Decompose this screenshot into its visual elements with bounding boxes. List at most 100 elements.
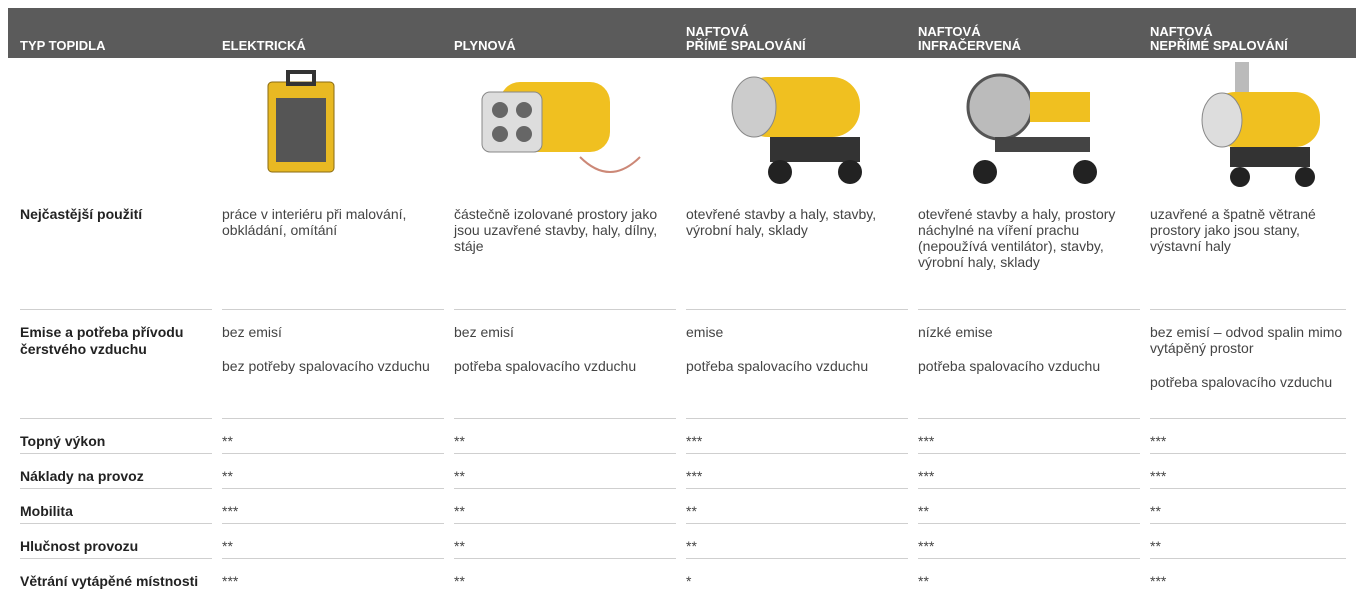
cell-text: bez emisí <box>454 324 514 340</box>
table-cell: bez emisí bez potřeby spalovacího vzduchu <box>222 324 444 392</box>
row-separator <box>454 558 676 559</box>
row-separator <box>20 309 212 310</box>
table-cell: ** <box>454 468 676 502</box>
cell-text: bez emisí <box>222 324 282 340</box>
table-cell: ** <box>918 503 1140 537</box>
row-separator <box>1150 488 1346 489</box>
cell-text: potřeba spalovacího vzduchu <box>454 358 637 374</box>
cell-text: potřeba spalovacího vzduchu <box>918 358 1101 374</box>
row-separator <box>454 488 676 489</box>
row-separator <box>222 488 444 489</box>
table-cell: ** <box>222 433 444 467</box>
table-cell: ** <box>1150 538 1346 572</box>
table-row: Emise a potřeba přívodu čerstvého vzduch… <box>0 313 1356 422</box>
table-cell: *** <box>1150 433 1346 467</box>
table-row: Mobilita *** ** ** ** ** <box>0 492 1356 527</box>
table-cell: ** <box>222 468 444 502</box>
cell-text: práce v interiéru při malování, obkládán… <box>222 206 407 238</box>
cell-text: ** <box>454 538 465 554</box>
table-cell: ** <box>1150 503 1346 537</box>
table-row: Náklady na provoz ** ** *** *** *** <box>0 457 1356 492</box>
table-cell: *** <box>222 573 444 607</box>
row-separator <box>20 558 212 559</box>
row-separator <box>222 453 444 454</box>
cell-text: *** <box>686 433 703 449</box>
row-separator <box>1150 558 1346 559</box>
cell-text: potřeba spalovacího vzduchu <box>686 358 869 374</box>
row-separator <box>454 453 676 454</box>
cell-text: emise <box>686 324 724 340</box>
row-label: Větrání vytápěné místnosti <box>20 573 199 589</box>
table-cell: *** <box>1150 573 1346 607</box>
table-cell: *** <box>918 433 1140 467</box>
table-cell: bez emisí – odvod spalin mimo vytápěný p… <box>1150 324 1346 408</box>
diesel-indirect-heater-image <box>1201 62 1320 187</box>
header-cell: NAFTOVÁ INFRAČERVENÁ <box>918 24 1022 53</box>
row-label: Topný výkon <box>20 433 106 449</box>
cell-text: *** <box>222 503 239 519</box>
cell-text: * <box>686 573 692 589</box>
table-cell: emise potřeba spalovacího vzduchu <box>686 324 908 392</box>
table-cell: * <box>686 573 908 607</box>
cell-text: ** <box>222 538 233 554</box>
row-separator <box>1150 418 1346 419</box>
table-cell: otevřené stavby a haly, stavby, výrobní … <box>686 206 908 256</box>
row-separator <box>1150 523 1346 524</box>
cell-text: potřeba spalovacího vzduchu <box>1150 374 1333 390</box>
row-label: Nejčastější použití <box>20 206 143 222</box>
table-cell: práce v interiéru při malování, obkládán… <box>222 206 444 256</box>
table-row: Topný výkon ** ** *** *** *** <box>0 422 1356 457</box>
row-separator <box>222 523 444 524</box>
gas-heater-image <box>481 82 641 173</box>
table-cell: ** <box>454 538 676 572</box>
row-separator <box>222 418 444 419</box>
row-label: Mobilita <box>20 503 73 519</box>
row-separator <box>918 488 1140 489</box>
cell-text: *** <box>918 468 935 484</box>
row-separator <box>686 488 908 489</box>
row-separator <box>686 453 908 454</box>
table-row: Větrání vytápěné místnosti *** ** * ** *** <box>0 562 1356 608</box>
cell-text: *** <box>1150 468 1167 484</box>
cell-text: ** <box>454 468 465 484</box>
table-cell: *** <box>1150 468 1346 502</box>
cell-text: ** <box>1150 503 1161 519</box>
header-cell: ELEKTRICKÁ <box>222 38 306 53</box>
cell-text: ** <box>454 433 465 449</box>
cell-text: ** <box>222 468 233 484</box>
table-cell: *** <box>918 538 1140 572</box>
cell-text: ** <box>1150 538 1161 554</box>
table-cell: nízké emise potřeba spalovacího vzduchu <box>918 324 1140 392</box>
row-separator <box>918 418 1140 419</box>
row-label: Emise a potřeba přívodu čerstvého vzduch… <box>20 324 184 357</box>
table-cell: ** <box>686 538 908 572</box>
cell-text: bez potřeby spalovacího vzduchu <box>222 358 430 374</box>
row-separator <box>686 558 908 559</box>
cell-text: *** <box>686 468 703 484</box>
cell-text: bez emisí – odvod spalin mimo vytápěný p… <box>1150 324 1343 356</box>
cell-text: *** <box>918 538 935 554</box>
table-cell: uzavřené a špatně větrané prostory jako … <box>1150 206 1346 272</box>
electric-heater-image <box>267 70 335 173</box>
cell-text: ** <box>686 503 697 519</box>
row-label: Náklady na provoz <box>20 468 144 484</box>
table-cell: ** <box>454 433 676 467</box>
diesel-infrared-heater-image <box>966 73 1097 184</box>
row-label: Hlučnost provozu <box>20 538 139 554</box>
table-cell: ** <box>686 503 908 537</box>
cell-text: *** <box>1150 573 1167 589</box>
diesel-direct-heater-image <box>731 76 862 184</box>
row-separator <box>20 523 212 524</box>
row-separator <box>20 488 212 489</box>
row-separator <box>20 453 212 454</box>
cell-text: ** <box>222 433 233 449</box>
row-separator <box>918 558 1140 559</box>
cell-text: uzavřené a špatně větrané prostory jako … <box>1150 206 1316 254</box>
table-row: Hlučnost provozu ** ** ** *** ** <box>0 527 1356 562</box>
row-separator <box>686 418 908 419</box>
row-separator <box>918 309 1140 310</box>
cell-text: *** <box>222 573 239 589</box>
row-separator <box>686 309 908 310</box>
cell-text: *** <box>918 433 935 449</box>
